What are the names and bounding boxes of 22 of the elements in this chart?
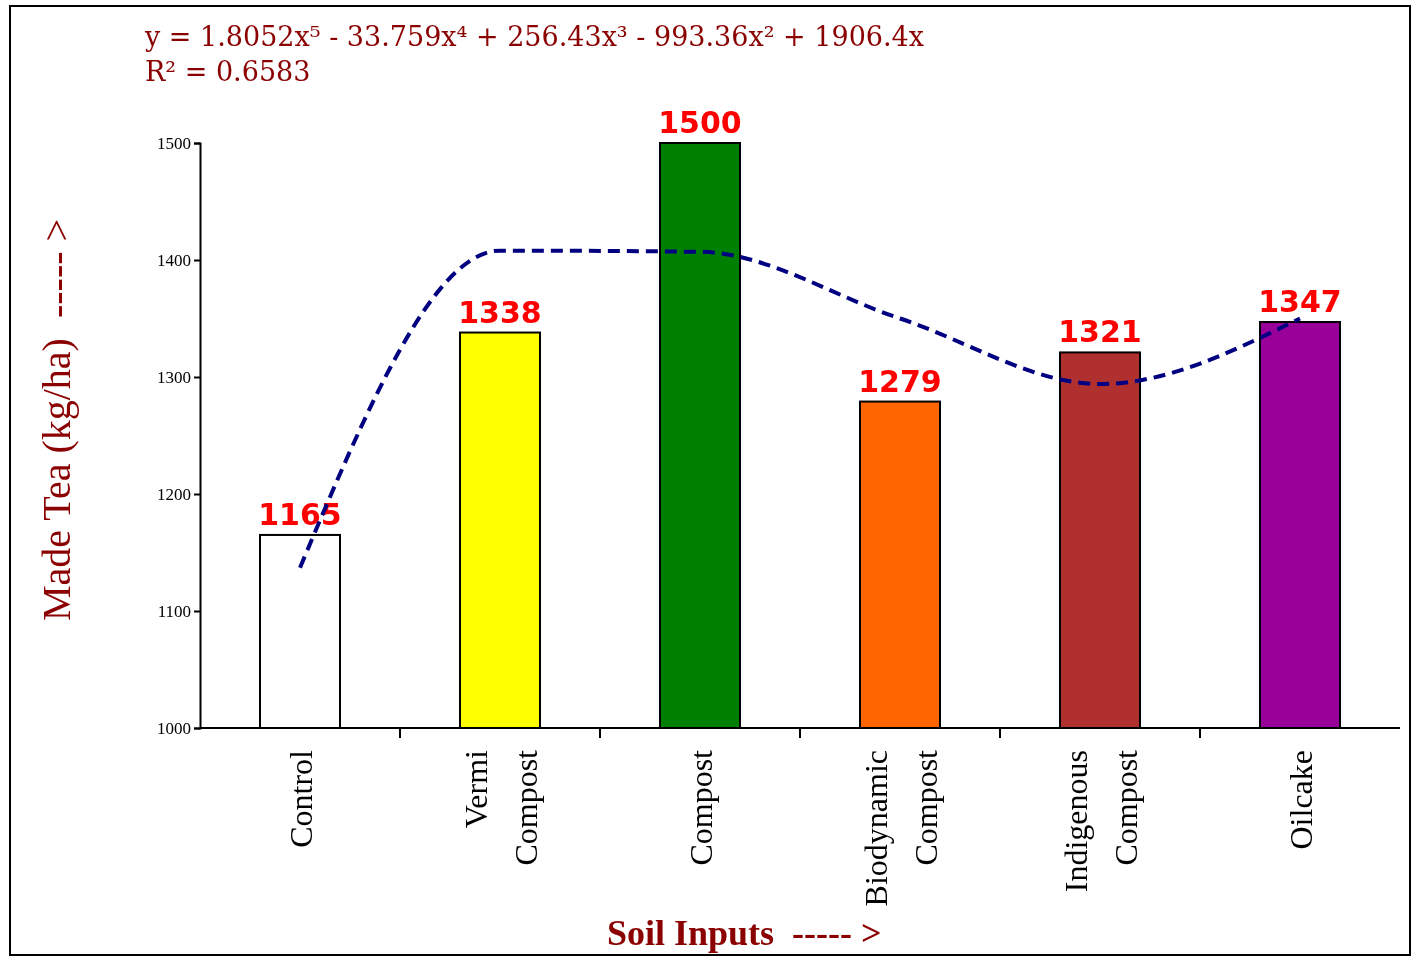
data-label: 1500 bbox=[658, 105, 742, 140]
y-tick-label: 1000 bbox=[157, 718, 191, 738]
x-tick-label: Compost bbox=[683, 749, 719, 866]
y-tick-label: 1400 bbox=[157, 250, 191, 270]
data-label: 1279 bbox=[858, 363, 942, 399]
x-tick-label: Control bbox=[283, 749, 319, 848]
y-tick-label: 1200 bbox=[157, 484, 191, 504]
data-label: 1165 bbox=[258, 496, 342, 532]
y-tick-label: 1500 bbox=[157, 133, 191, 153]
text: R² = 0.6583 bbox=[145, 56, 311, 87]
data-label: 1338 bbox=[458, 294, 542, 330]
x-tick-label: Biodynamic Compost bbox=[858, 749, 944, 907]
x-axis-title: Soil Inputs ----- > bbox=[607, 913, 882, 953]
x-tick-label: Vermi Compost bbox=[458, 749, 544, 866]
y-tick-label: 1300 bbox=[157, 367, 191, 387]
y-tick-label: 1100 bbox=[157, 601, 191, 621]
y-axis-title: Made Tea (kg/ha) ----- > bbox=[34, 218, 79, 622]
data-label: 1321 bbox=[1058, 314, 1142, 350]
x-tick-label: Oilcake bbox=[1283, 750, 1319, 850]
text: y = 1.8052x⁵ - 33.759x⁴ + 256.43x³ - 993.36x² + 1906.4x bbox=[144, 21, 924, 52]
x-tick-label: Indigenous Compost bbox=[1058, 749, 1144, 893]
data-label: 1347 bbox=[1258, 284, 1342, 320]
